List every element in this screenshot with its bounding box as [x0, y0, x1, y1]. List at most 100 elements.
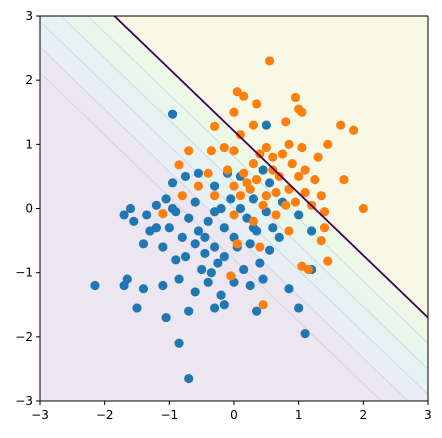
series-2-point [255, 149, 265, 159]
series-2-point [300, 165, 310, 175]
series-2-point [358, 203, 368, 214]
series-1-point [219, 300, 229, 310]
x-tick-label: 0 [230, 408, 238, 422]
series-2-point [336, 120, 346, 130]
series-2-point [252, 175, 262, 185]
series-1-point [167, 203, 178, 214]
series-1-point [210, 242, 220, 252]
series-2-point [158, 209, 168, 219]
series-1-point [171, 255, 181, 265]
series-2-point [300, 187, 310, 198]
series-2-point [242, 178, 252, 188]
contour-line-1 [40, 72, 382, 401]
series-1-point [193, 226, 204, 236]
y-tick-label: −1 [15, 266, 33, 280]
x-axis: −3 −2 −1 0 1 2 3 [31, 401, 432, 422]
series-1-point [252, 306, 262, 316]
series-2-point [248, 216, 258, 226]
series-1-point [245, 239, 255, 249]
series-1-point [284, 284, 294, 294]
y-tick-label: 1 [25, 137, 33, 151]
series-1-point [264, 245, 275, 255]
series-1-point [142, 210, 152, 220]
series-1-point [119, 280, 129, 291]
series-2-point [316, 191, 326, 201]
series-1-point [151, 200, 161, 210]
series-2-point [339, 175, 349, 185]
series-1-point [200, 232, 210, 242]
series-1-point [300, 329, 310, 339]
x-tick-label: 3 [424, 408, 432, 422]
series-1-point [206, 268, 216, 278]
series-2-point [287, 158, 297, 169]
series-2-point [252, 99, 262, 109]
series-2-point [229, 146, 239, 156]
series-2-point [268, 152, 278, 162]
contour-line-3 [40, 21, 428, 395]
series-2-point [290, 92, 301, 103]
series-1-point [125, 203, 136, 214]
decision-boundary-line [113, 16, 428, 319]
contour-line-5 [87, 16, 428, 344]
series-2-point [226, 271, 236, 281]
series-2-point [229, 181, 239, 191]
series-2-point [319, 207, 330, 217]
series-1-point [307, 226, 317, 236]
series-2-point [319, 223, 330, 233]
series-1-point [255, 258, 265, 268]
series-1-point [158, 280, 168, 291]
series-1-point [200, 248, 210, 259]
series-1-point [129, 216, 139, 226]
series-2-point [261, 142, 271, 153]
series-1-point [184, 306, 194, 316]
series-2-point [258, 300, 268, 310]
series-1-point [235, 203, 246, 214]
series-1-point [258, 274, 268, 284]
series-1-point [245, 280, 255, 291]
series-2-point [229, 210, 239, 220]
data-points [90, 56, 368, 384]
series-2-point [264, 56, 275, 66]
series-1-point [177, 232, 187, 242]
series-1-point [145, 226, 155, 236]
series-1-point [119, 210, 129, 220]
series-1-point [190, 197, 200, 207]
series-1-point [190, 287, 200, 297]
series-1-point [248, 194, 258, 204]
series-2-point [239, 168, 249, 178]
series-2-point [239, 91, 249, 101]
series-1-point [203, 216, 213, 226]
x-tick-label: −3 [31, 408, 49, 422]
series-1-point [164, 223, 174, 233]
series-2-point [294, 171, 304, 182]
series-2-point [277, 149, 288, 159]
series-1-point [174, 338, 184, 348]
series-2-point [281, 117, 291, 127]
series-2-point [297, 142, 307, 153]
series-2-point [271, 187, 281, 198]
x-tick-label: −2 [96, 408, 114, 422]
series-1-point [274, 232, 284, 242]
series-2-point [235, 130, 246, 140]
series-1-point [180, 252, 191, 262]
series-2-point [284, 139, 294, 149]
x-tick-label: 2 [360, 408, 368, 422]
series-2-point [235, 191, 246, 201]
y-tick-label: 2 [25, 73, 33, 87]
series-2-point [248, 158, 258, 169]
series-2-point [210, 121, 220, 131]
series-1-point [184, 213, 194, 223]
series-2-point [268, 165, 278, 175]
series-2-point [323, 139, 333, 149]
series-1-point [167, 178, 178, 188]
decision-boundary [113, 16, 428, 319]
series-1-point [219, 223, 229, 233]
series-2-point [232, 239, 242, 249]
series-2-point [316, 235, 326, 246]
series-2-point [290, 197, 301, 207]
series-2-point [258, 200, 268, 210]
series-2-point [222, 165, 233, 175]
series-2-point [174, 160, 184, 170]
series-1-point [203, 277, 213, 287]
